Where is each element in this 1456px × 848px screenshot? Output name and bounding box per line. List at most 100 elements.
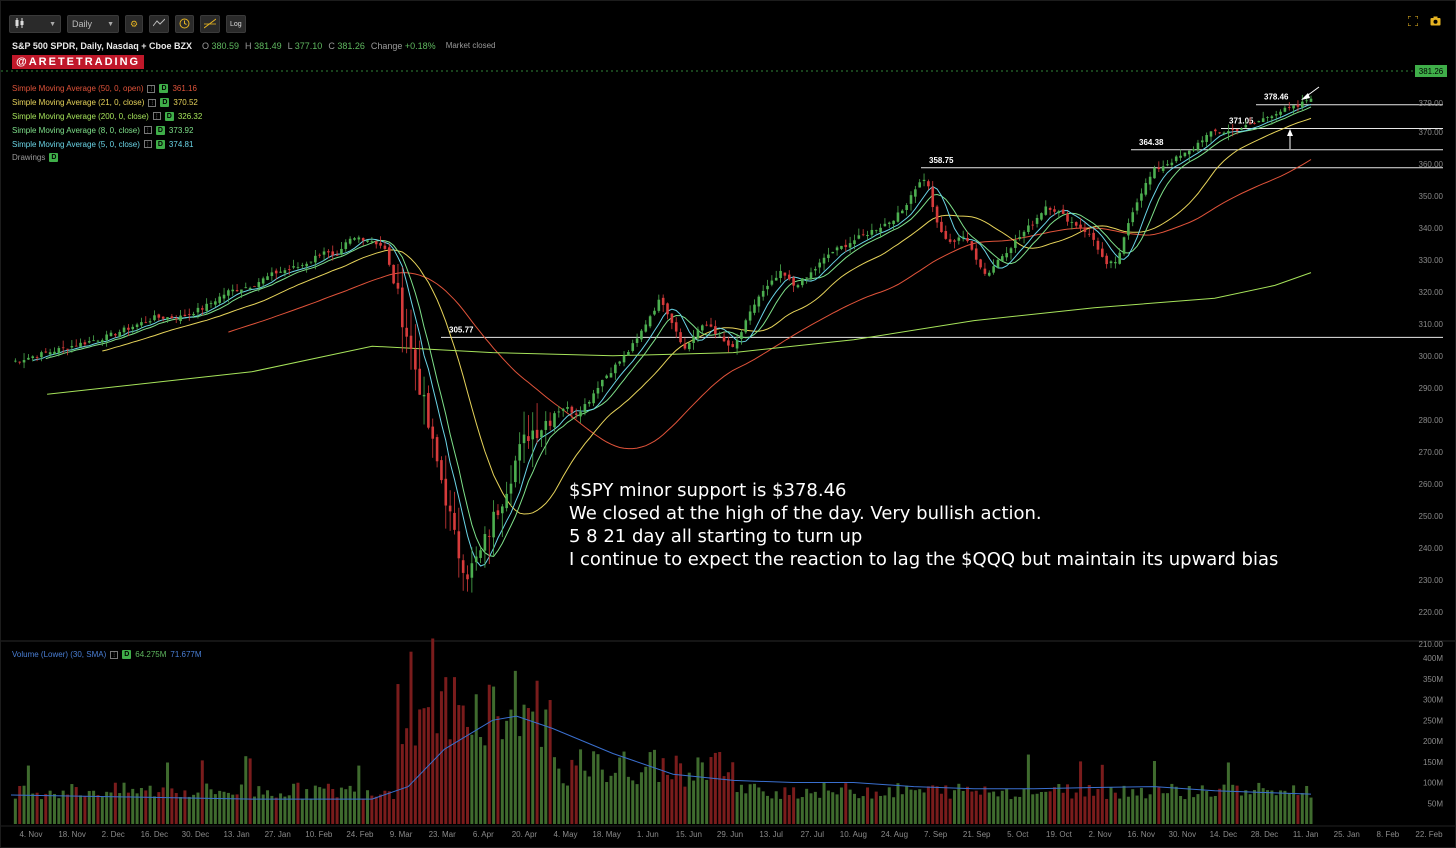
volume-bar <box>905 785 909 824</box>
indicator-button[interactable] <box>149 15 169 33</box>
volume-bar <box>835 794 839 824</box>
volume-bar <box>339 787 343 824</box>
candle-body <box>1040 213 1043 220</box>
display-badge[interactable]: D <box>155 139 165 149</box>
candle-body <box>427 393 430 428</box>
volume-bar <box>770 798 774 824</box>
camera-icon[interactable] <box>1430 16 1441 29</box>
candle-body <box>605 375 608 379</box>
drawing-tools-button[interactable] <box>200 15 220 33</box>
study-row-sma21[interactable]: Simple Moving Average (21, 0, close) ⋮ D… <box>12 96 202 110</box>
study-row-sma200[interactable]: Simple Moving Average (200, 0, close) ⋮ … <box>12 110 202 124</box>
volume-bar <box>787 795 791 824</box>
volume-bar <box>1100 764 1104 824</box>
study-row-sma50[interactable]: Simple Moving Average (50, 0, open) ⋮ D … <box>12 82 202 96</box>
volume-bar <box>144 790 148 824</box>
volume-bar <box>1044 791 1048 824</box>
study-label: Simple Moving Average (8, 0, close) <box>12 125 140 135</box>
volume-bar <box>961 790 965 824</box>
volume-bar <box>605 782 609 824</box>
candle-body <box>792 277 795 286</box>
study-legend: Simple Moving Average (50, 0, open) ⋮ D … <box>12 82 202 165</box>
volume-axis[interactable]: 400M 350M 300M 250M 200M 150M 100M 50M <box>1423 654 1443 808</box>
study-menu-icon[interactable]: ⋮ <box>148 98 157 107</box>
volume-bar <box>400 744 404 824</box>
candle-body <box>248 287 252 290</box>
candle-body <box>527 436 530 441</box>
display-badge[interactable]: D <box>159 84 169 94</box>
clock-button[interactable] <box>175 15 194 33</box>
price-axis[interactable]: 379.00 370.00 360.00 350.00 340.00 330.00 320.… <box>1419 99 1444 649</box>
volume-bar <box>157 792 161 824</box>
candle-body <box>414 349 417 370</box>
display-badge[interactable]: D <box>155 125 165 135</box>
candle-body <box>735 340 739 349</box>
log-scale-button[interactable]: Log <box>226 15 246 33</box>
candle-body <box>235 290 239 292</box>
price-tick-label: 379.00 <box>1419 99 1444 108</box>
time-axis[interactable]: 4. Nov 18. Nov 2. Dec 16. Dec 30. Dec 13. Jan… <box>1 825 1455 839</box>
display-badge[interactable]: D <box>160 98 170 108</box>
display-badge[interactable]: D <box>164 111 174 121</box>
annotation-line: $SPY minor support is $378.46 <box>569 480 847 501</box>
candle-body <box>1092 232 1095 240</box>
study-value: 361.16 <box>172 84 197 94</box>
volume-bar <box>326 783 330 824</box>
candle-body <box>396 282 400 289</box>
volume-bar <box>566 785 570 824</box>
price-tick-label: 330.00 <box>1419 256 1444 265</box>
study-menu-icon[interactable]: ⋮ <box>152 112 161 121</box>
drawings-row[interactable]: Drawings D <box>12 151 202 165</box>
candle-body <box>61 347 65 349</box>
candle-body <box>1296 104 1300 107</box>
candle-body <box>1283 107 1287 112</box>
settings-button[interactable]: ⚙ <box>125 15 143 33</box>
price-tick-label: 210.00 <box>1419 640 1444 649</box>
volume-bar <box>774 791 778 824</box>
symbol-title: S&P 500 SPDR, Daily, Nasdaq + Cboe BZX <box>12 41 192 51</box>
candle-body <box>1166 164 1169 166</box>
candle-body <box>1205 135 1208 142</box>
close-label: C <box>328 41 335 51</box>
candle-body <box>1227 131 1230 134</box>
study-menu-icon[interactable]: ⋮ <box>143 126 152 135</box>
volume-bar <box>626 776 630 824</box>
study-menu-icon[interactable]: ⋮ <box>110 650 119 659</box>
volume-bar <box>244 756 248 824</box>
candle-body <box>957 237 961 241</box>
candle-body <box>1048 208 1052 210</box>
candle-body <box>353 238 356 240</box>
chart-type-dropdown[interactable]: ▼ <box>9 15 61 33</box>
display-badge[interactable]: D <box>49 153 59 163</box>
volume-bar <box>166 762 170 824</box>
study-row-sma8[interactable]: Simple Moving Average (8, 0, close) ⋮ D … <box>12 123 202 137</box>
candle-body <box>287 269 291 271</box>
candle-body <box>227 290 230 296</box>
interval-dropdown[interactable]: Daily ▼ <box>67 15 119 33</box>
display-badge[interactable]: D <box>122 650 132 659</box>
open-value: 380.59 <box>211 41 240 51</box>
volume-bar <box>883 795 887 824</box>
candle-body <box>218 296 221 303</box>
study-menu-icon[interactable]: ⋮ <box>147 84 156 93</box>
candle-body <box>496 510 500 516</box>
candle-body <box>857 235 861 239</box>
time-tick-label: 9. Mar <box>390 830 413 839</box>
volume-bar <box>639 772 643 824</box>
candle-body <box>66 348 69 350</box>
candle-body <box>296 266 300 268</box>
volume-bar <box>13 798 17 824</box>
candle-body <box>553 413 556 428</box>
price-tick-label: 270.00 <box>1419 448 1444 457</box>
volume-bar <box>344 789 348 824</box>
candle-body <box>718 335 721 337</box>
volume-bar <box>44 793 48 824</box>
time-tick-label: 27. Jan <box>265 830 291 839</box>
volume-bar <box>300 798 304 824</box>
study-row-sma5[interactable]: Simple Moving Average (5, 0, close) ⋮ D … <box>12 137 202 151</box>
log-label: Log <box>230 20 242 28</box>
study-menu-icon[interactable]: ⋮ <box>143 140 152 149</box>
volume-bar <box>592 751 596 824</box>
candle-body <box>418 368 421 395</box>
